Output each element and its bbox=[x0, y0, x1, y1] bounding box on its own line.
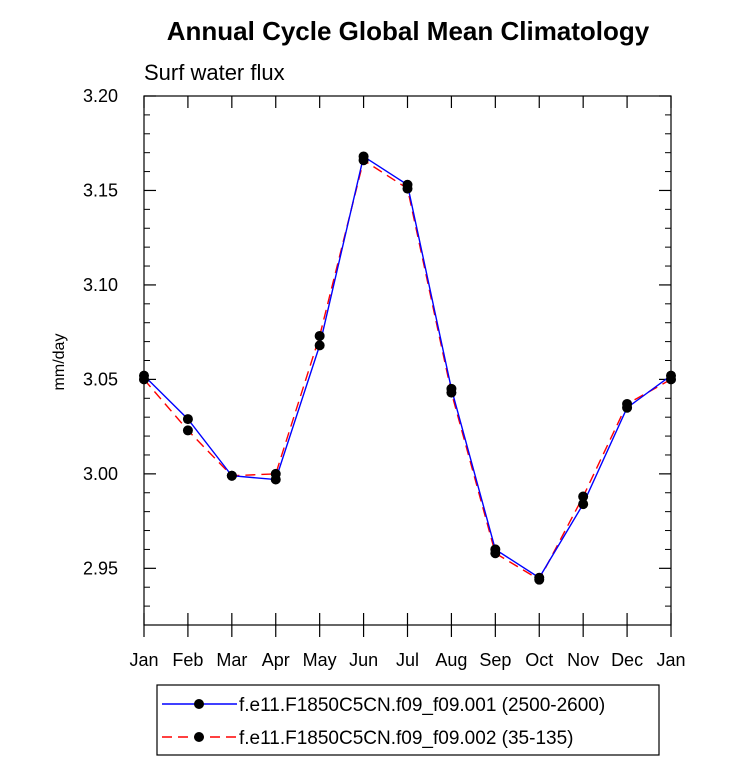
y-tick-label: 2.95 bbox=[83, 558, 118, 578]
x-tick-label: Jan bbox=[129, 650, 158, 670]
x-tick-label: Mar bbox=[216, 650, 247, 670]
x-tick-label: Oct bbox=[525, 650, 553, 670]
data-point bbox=[446, 383, 457, 394]
plot-frame bbox=[143, 95, 672, 626]
x-tick-label: Feb bbox=[172, 650, 203, 670]
x-tick-label: Jan bbox=[656, 650, 685, 670]
x-tick-label: May bbox=[303, 650, 337, 670]
chart-subtitle: Surf water flux bbox=[144, 60, 285, 85]
x-tick-label: Jun bbox=[349, 650, 378, 670]
data-point bbox=[314, 340, 325, 351]
y-tick-label: 3.15 bbox=[83, 180, 118, 200]
data-point bbox=[490, 544, 501, 555]
y-axis-label: mm/day bbox=[51, 334, 68, 391]
x-tick-label: Nov bbox=[567, 650, 599, 670]
data-point bbox=[314, 330, 325, 341]
data-point bbox=[402, 179, 413, 190]
legend-entry-label: f.e11.F1850C5CN.f09_f09.002 (35-135) bbox=[239, 728, 573, 749]
data-point bbox=[182, 425, 193, 436]
plot-area: 2.95 3.00 3.05 3.10 3.15 3.20 Jan Feb Mar Apr May J… bbox=[83, 86, 686, 670]
x-tick-label: Aug bbox=[435, 650, 467, 670]
data-point bbox=[182, 414, 193, 425]
legend-entry-label: f.e11.F1850C5CN.f09_f09.001 (2500-2600) bbox=[239, 695, 605, 716]
y-tick-label: 3.20 bbox=[83, 86, 118, 106]
series-line bbox=[143, 155, 672, 579]
y-tick-label: 3.05 bbox=[83, 369, 118, 389]
data-point bbox=[622, 402, 633, 413]
legend-marker bbox=[194, 732, 204, 742]
data-point bbox=[666, 370, 676, 381]
data-point bbox=[578, 491, 589, 502]
y-tick-label: 3.00 bbox=[83, 464, 118, 484]
chart-title: Annual Cycle Global Mean Climatology bbox=[167, 16, 650, 46]
data-point bbox=[226, 470, 237, 481]
data-point bbox=[578, 499, 589, 510]
data-point bbox=[139, 370, 149, 381]
data-point bbox=[534, 572, 545, 583]
legend-marker bbox=[194, 699, 204, 709]
y-tick-label: 3.10 bbox=[83, 275, 118, 295]
x-tick-label: Sep bbox=[479, 650, 511, 670]
series-line bbox=[143, 159, 672, 581]
data-point bbox=[270, 474, 281, 485]
data-point bbox=[358, 151, 369, 162]
legend: f.e11.F1850C5CN.f09_f09.001 (2500-2600) f… bbox=[156, 684, 660, 756]
x-tick-label: Dec bbox=[611, 650, 643, 670]
x-tick-label: Jul bbox=[396, 650, 419, 670]
legend-box bbox=[156, 684, 660, 756]
x-tick-label: Apr bbox=[262, 650, 290, 670]
